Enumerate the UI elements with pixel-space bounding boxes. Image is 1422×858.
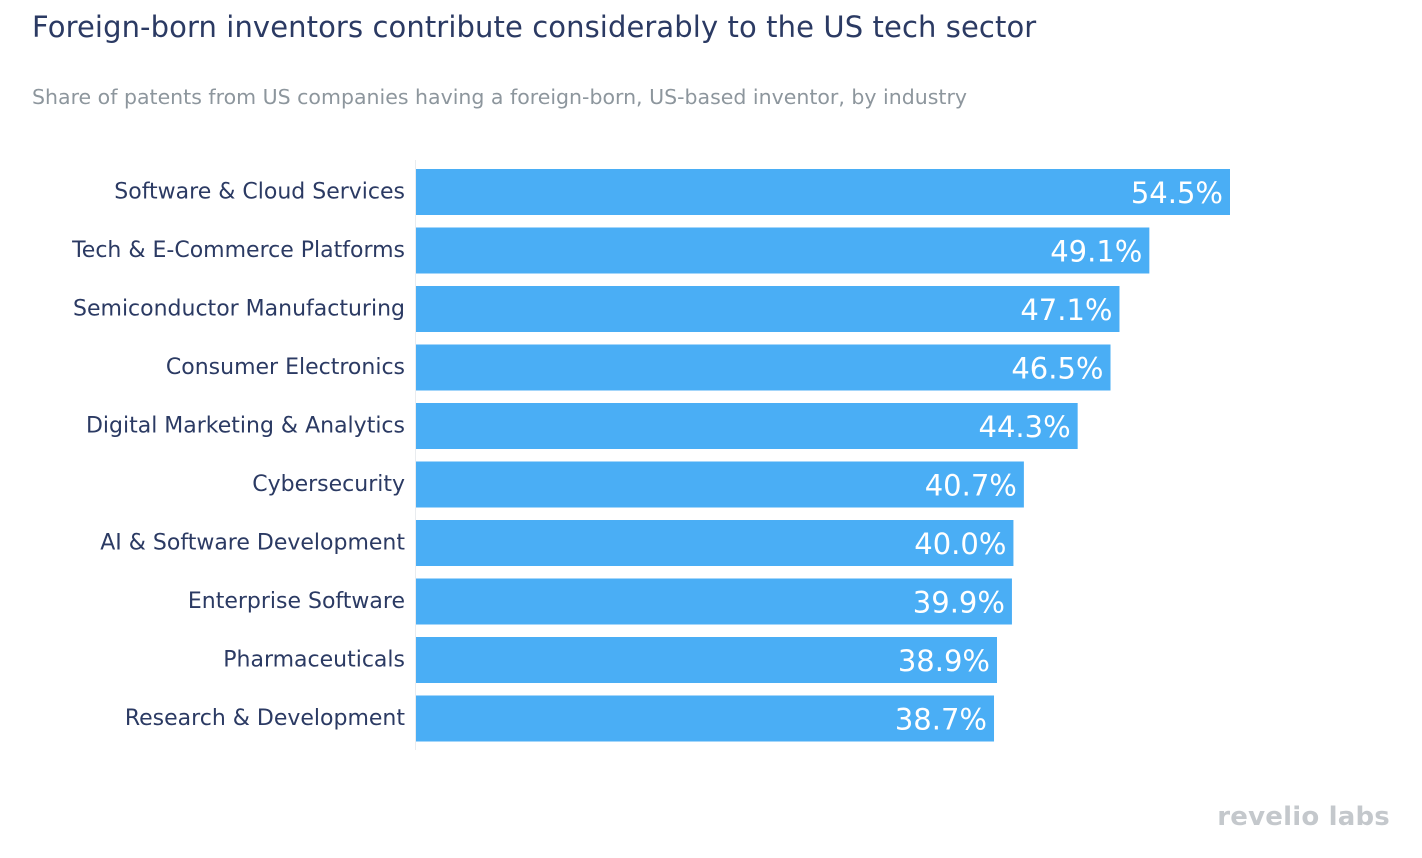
bar: [416, 520, 1014, 566]
bar: [416, 169, 1230, 215]
category-label: AI & Software Development: [100, 531, 405, 556]
revelio-labs-logo: revelio labs: [1217, 802, 1390, 832]
category-label: Enterprise Software: [188, 589, 405, 614]
chart-title: Foreign-born inventors contribute consid…: [32, 10, 1037, 44]
value-label: 44.3%: [979, 410, 1071, 444]
value-label: 40.0%: [914, 527, 1006, 561]
category-label: Pharmaceuticals: [223, 648, 405, 673]
value-label: 38.7%: [895, 703, 987, 737]
category-label: Tech & E-Commerce Platforms: [71, 238, 405, 263]
value-label: 38.9%: [898, 644, 990, 678]
chart-subtitle: Share of patents from US companies havin…: [32, 85, 968, 109]
category-label: Semiconductor Manufacturing: [73, 297, 405, 322]
bar: [416, 695, 995, 742]
value-label: 49.1%: [1050, 235, 1142, 269]
category-label: Cybersecurity: [252, 472, 405, 497]
value-label: 54.5%: [1131, 176, 1223, 210]
bar: [416, 286, 1120, 332]
category-label: Research & Development: [125, 706, 406, 731]
value-label: 46.5%: [1011, 352, 1103, 386]
category-label: Digital Marketing & Analytics: [86, 414, 405, 439]
value-label: 47.1%: [1020, 293, 1112, 327]
value-label: 40.7%: [925, 469, 1017, 503]
bar: [416, 403, 1078, 449]
bar: [416, 578, 1012, 625]
category-label: Consumer Electronics: [166, 355, 405, 380]
bar: [416, 227, 1150, 274]
category-label: Software & Cloud Services: [114, 180, 405, 205]
bars-group: Software & Cloud Services 54.5% Tech & E-C…: [71, 169, 1230, 742]
bar: [416, 344, 1111, 391]
bar: [416, 637, 998, 683]
bar: [416, 461, 1024, 508]
value-label: 39.9%: [913, 586, 1005, 620]
